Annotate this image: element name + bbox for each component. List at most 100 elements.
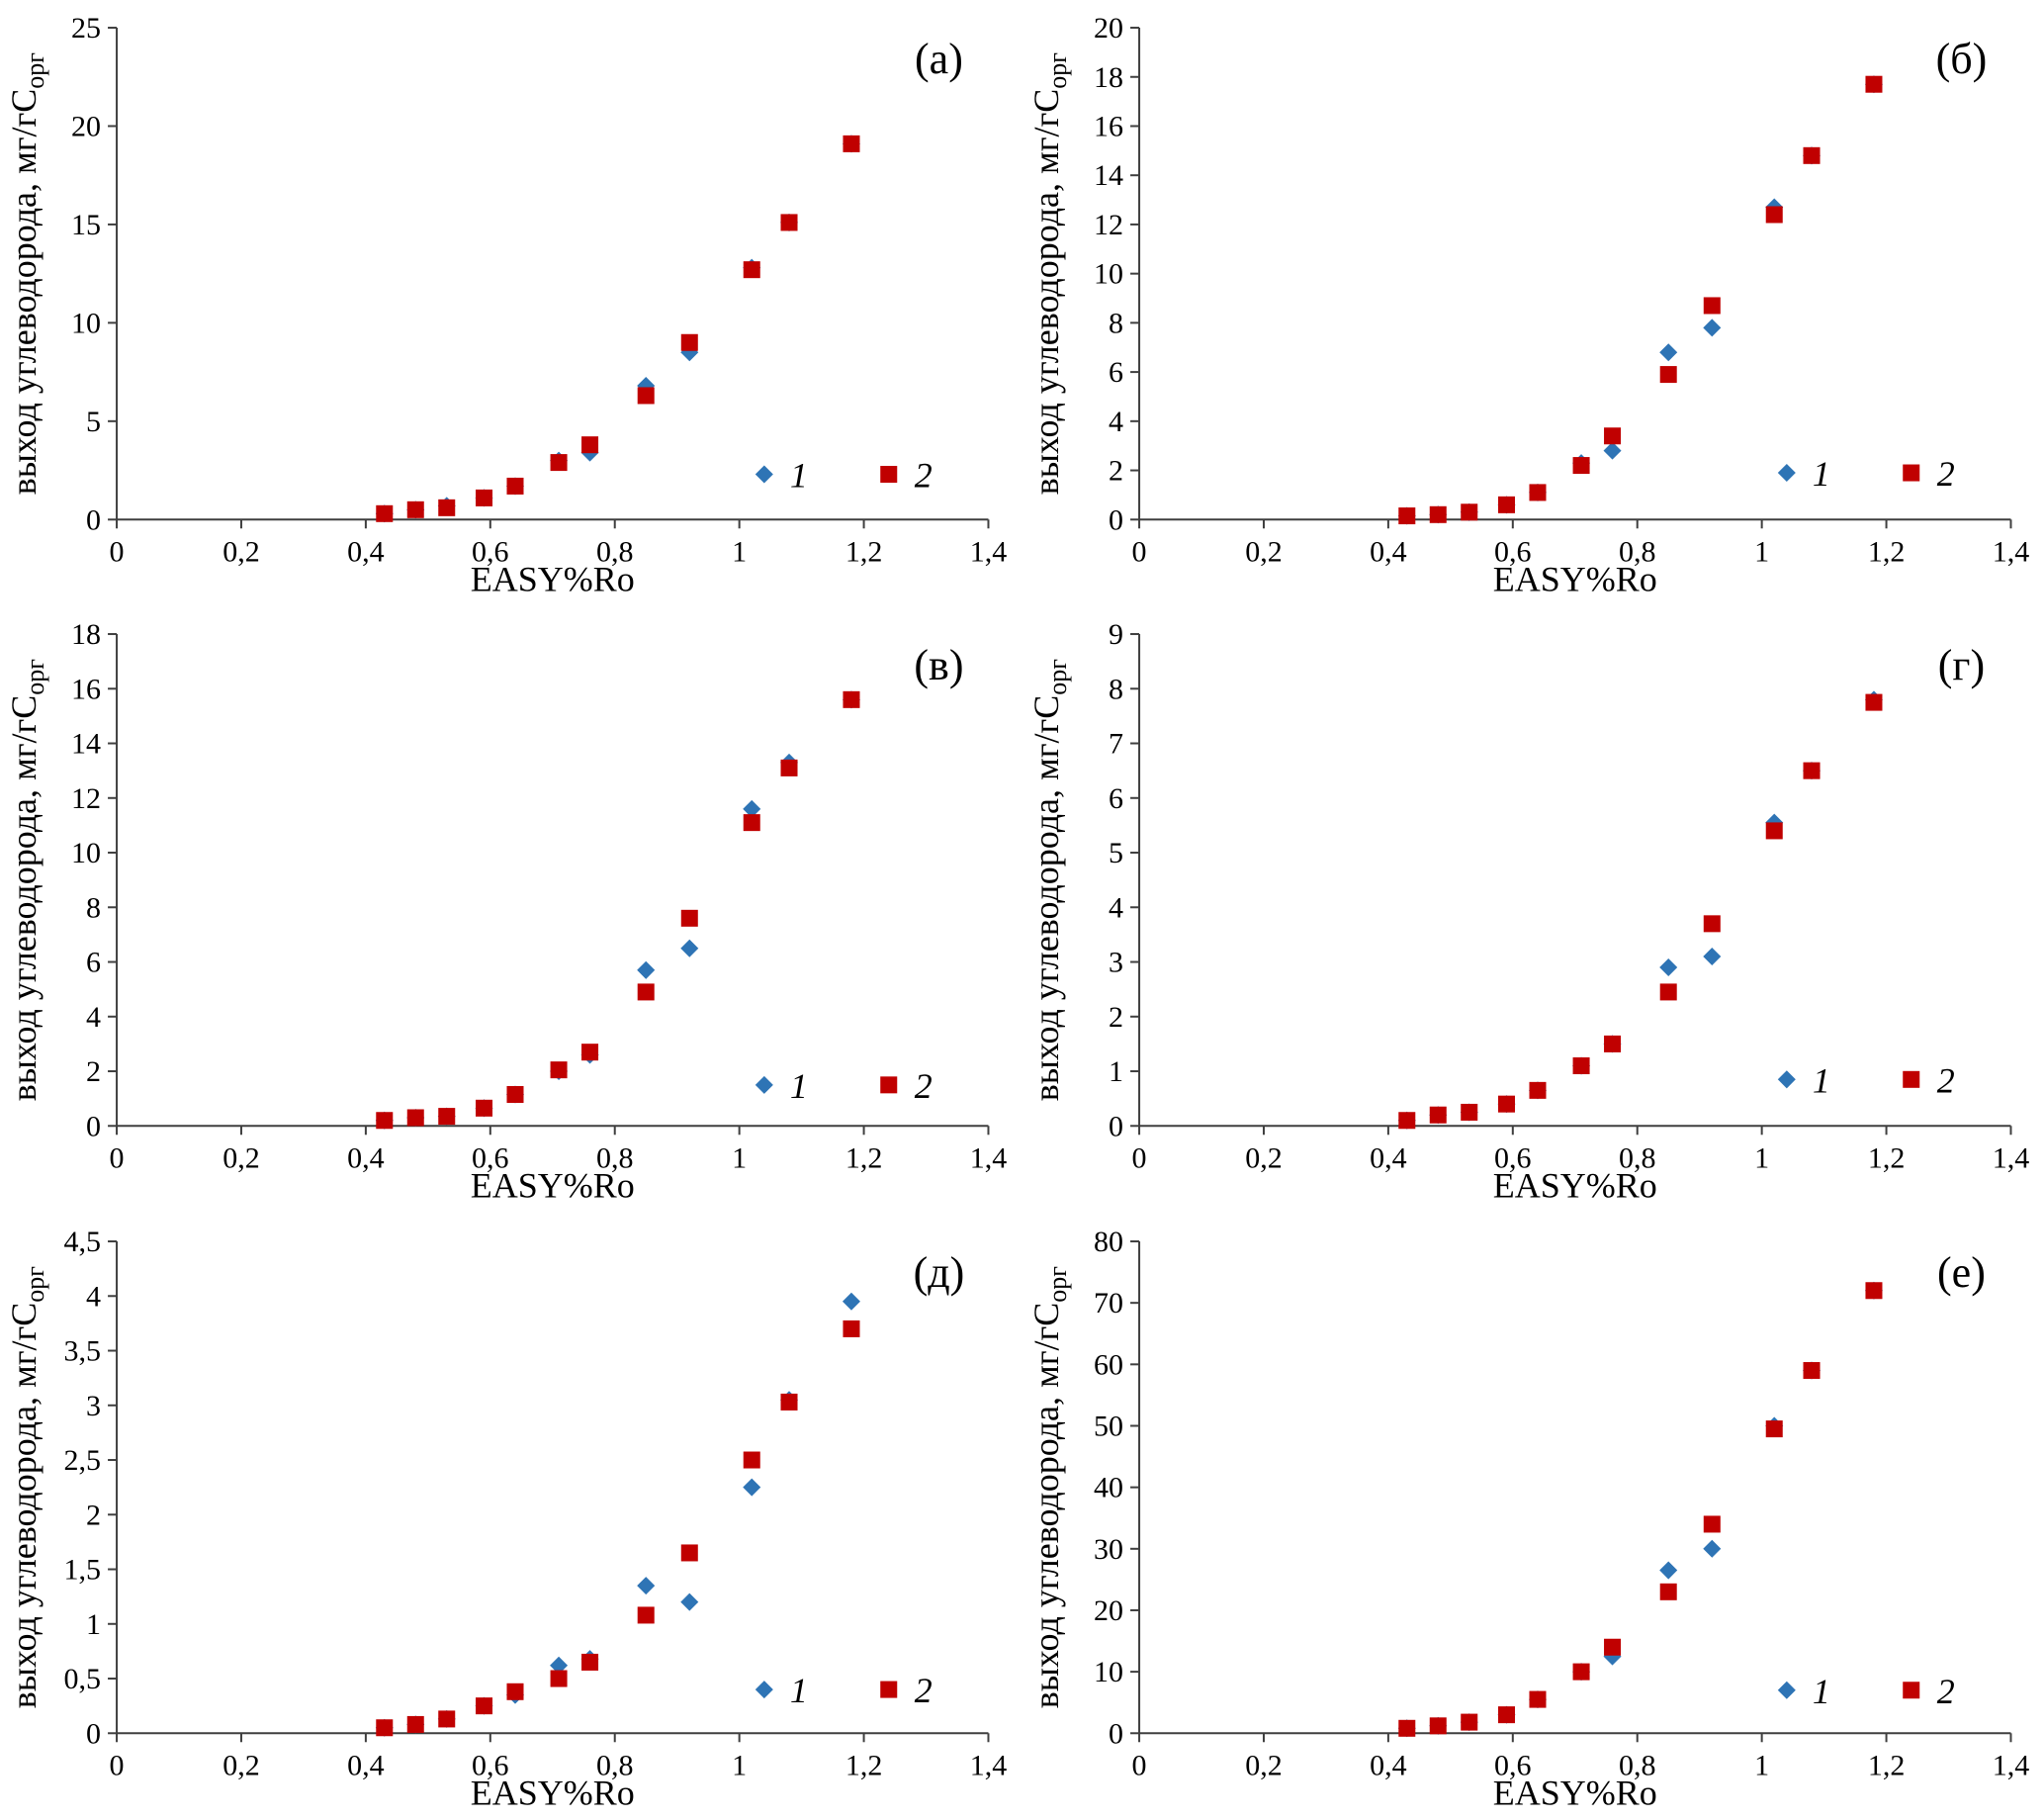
- y-tick-label: 15: [71, 209, 101, 241]
- series-2: [1397, 1281, 1882, 1737]
- y-tick-label: 1: [86, 1607, 101, 1640]
- y-tick-label: 50: [1094, 1410, 1123, 1442]
- square-marker: [1703, 297, 1721, 315]
- square-marker: [476, 1696, 493, 1714]
- y-axis-label: выход углеводорода, мг/гСорг: [4, 659, 49, 1101]
- x-tick-label: 0,2: [222, 1749, 260, 1781]
- y-tick-label: 30: [1094, 1532, 1123, 1565]
- square-marker: [550, 1670, 568, 1687]
- axes: [1137, 28, 2010, 521]
- diamond-marker: [755, 1076, 773, 1095]
- diamond-marker: [637, 1576, 656, 1594]
- y-tick-label: 3: [86, 1389, 101, 1421]
- square-marker: [1803, 146, 1821, 164]
- x-tick-label: 1,2: [845, 1142, 883, 1175]
- square-marker: [1659, 366, 1677, 384]
- square-marker: [506, 1086, 524, 1104]
- square-marker: [1497, 1095, 1515, 1114]
- series-2: [376, 135, 860, 522]
- square-marker: [680, 910, 698, 928]
- square-marker: [743, 1451, 760, 1469]
- series-2: [1397, 75, 1882, 525]
- legend-item-2: 2: [880, 456, 933, 496]
- y-tick-label: 70: [1094, 1287, 1123, 1320]
- diamond-marker: [1777, 1070, 1796, 1089]
- square-marker: [1528, 484, 1546, 501]
- axes: [116, 1240, 989, 1734]
- x-tick-label: 1,4: [1992, 1142, 2029, 1175]
- square-marker: [680, 333, 698, 351]
- square-marker: [1659, 983, 1677, 1001]
- diamond-marker: [680, 940, 699, 958]
- diamond-marker: [1658, 343, 1677, 362]
- x-tick-label: 1,4: [1992, 1749, 2029, 1781]
- series-2: [1397, 693, 1882, 1130]
- square-marker: [1429, 505, 1447, 523]
- legend-item-1: 1: [1777, 454, 1829, 494]
- square-marker: [843, 1320, 860, 1337]
- y-tick-label: 14: [71, 728, 101, 761]
- x-tick-label: 1,4: [1992, 535, 2029, 568]
- x-tick-label: 0,2: [1245, 1749, 1283, 1781]
- y-tick-label: 16: [71, 674, 101, 706]
- legend-item-1: 1: [1777, 1061, 1829, 1101]
- diamond-marker: [842, 1292, 860, 1311]
- x-tick-label: 0: [110, 535, 125, 568]
- x-tick-label: 0,6: [472, 1749, 509, 1781]
- square-marker: [1659, 1583, 1677, 1600]
- y-tick-label: 0: [86, 503, 101, 536]
- legend-item-2: 2: [1902, 1671, 1954, 1710]
- square-marker: [1528, 1690, 1546, 1708]
- x-tick-label: 0,8: [596, 535, 634, 568]
- legend-label: 2: [915, 456, 933, 496]
- square-marker: [581, 1044, 599, 1061]
- series-1: [1397, 75, 1883, 525]
- series-1: [375, 1292, 860, 1737]
- x-tick-label: 1: [1754, 535, 1769, 568]
- square-marker: [376, 1112, 394, 1130]
- legend-item-1: 1: [755, 456, 808, 496]
- square-marker: [1902, 1681, 1919, 1698]
- x-axis-label: EASY%Ro: [1492, 559, 1656, 598]
- square-marker: [1902, 464, 1919, 482]
- square-marker: [1603, 1638, 1621, 1656]
- square-marker: [506, 1683, 524, 1700]
- y-tick-label: 0,5: [64, 1663, 102, 1695]
- x-tick-label: 0,2: [222, 1142, 260, 1175]
- square-marker: [743, 814, 760, 832]
- x-tick-label: 1,2: [845, 1749, 883, 1781]
- legend-item-1: 1: [755, 1066, 808, 1106]
- y-tick-label: 0: [1109, 1717, 1123, 1750]
- diamond-marker: [680, 1592, 699, 1611]
- y-tick-label: 3: [1109, 947, 1123, 979]
- x-tick-label: 1,2: [1867, 1749, 1905, 1781]
- square-marker: [438, 499, 456, 516]
- legend-item-2: 2: [1902, 1061, 1954, 1101]
- square-marker: [1397, 507, 1415, 525]
- x-tick-label: 0,2: [222, 535, 260, 568]
- x-tick-label: 1,2: [845, 535, 883, 568]
- square-marker: [1397, 1112, 1415, 1130]
- y-tick-label: 7: [1109, 728, 1123, 761]
- legend-label: 2: [915, 1671, 933, 1710]
- y-tick-label: 20: [71, 110, 101, 142]
- x-axis-label: EASY%Ro: [471, 1166, 635, 1206]
- diamond-marker: [743, 1478, 761, 1497]
- x-axis-label: EASY%Ro: [1492, 1166, 1656, 1206]
- y-tick-label: 18: [71, 618, 101, 651]
- square-marker: [1497, 1705, 1515, 1723]
- diamond-marker: [1702, 948, 1721, 966]
- y-tick-label: 18: [1094, 61, 1123, 94]
- chart-panel-e: 0 0,2 0,4 0,6 0,8 1 1,2 1,4 0 10 20 30 40 50 60 70 80 EAS…: [1022, 1214, 2044, 1820]
- x-tick-label: 0: [1131, 1749, 1146, 1781]
- x-tick-label: 1: [732, 1749, 747, 1781]
- y-tick-label: 25: [71, 12, 101, 45]
- chart-svg: 0 0,2 0,4 0,6 0,8 1 1,2 1,4 0 1 2 3 4 5 6 7 8 9 EASY%Ro вых…: [1026, 618, 2029, 1206]
- y-tick-label: 14: [1094, 159, 1123, 192]
- series-1: [375, 135, 860, 523]
- x-tick-label: 0,8: [1618, 1142, 1655, 1175]
- square-marker: [780, 1393, 798, 1410]
- square-marker: [743, 261, 760, 279]
- y-tick-label: 8: [1109, 307, 1123, 339]
